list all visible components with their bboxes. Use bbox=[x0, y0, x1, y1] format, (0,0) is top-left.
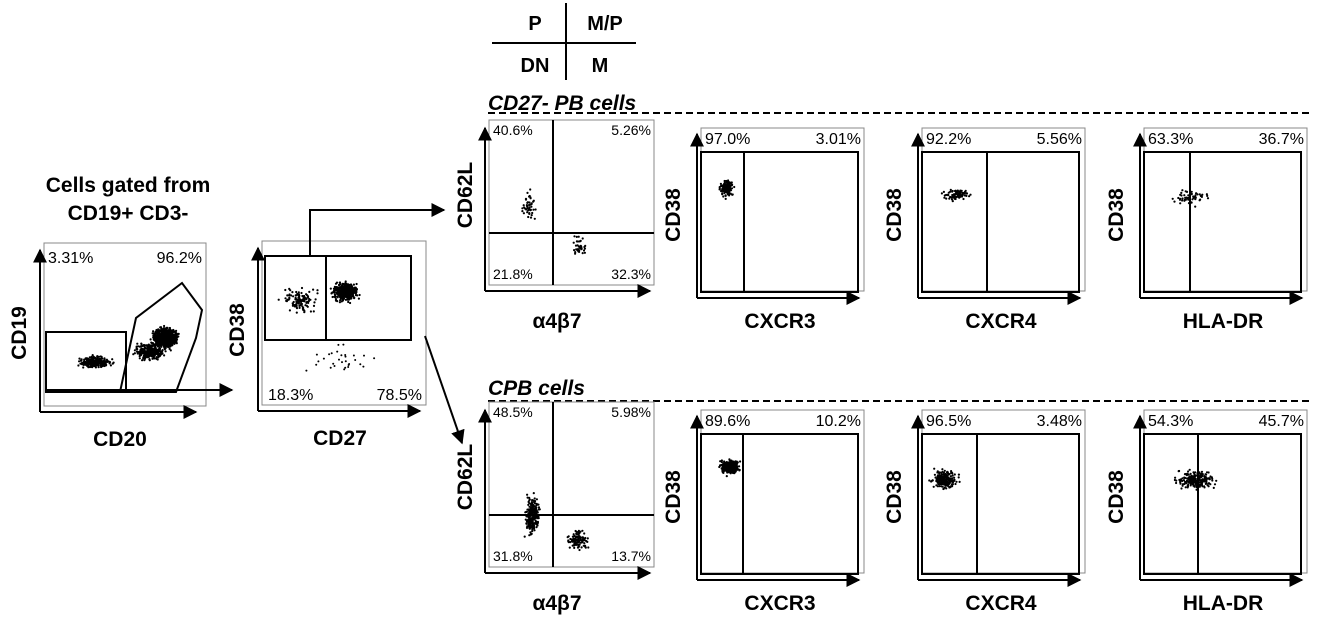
legend-p: P bbox=[528, 13, 541, 35]
dot-cloud bbox=[521, 188, 587, 255]
x-axis-label: α4β7 bbox=[532, 592, 581, 615]
pct-right: 3.01% bbox=[816, 131, 861, 148]
y-axis-label: CD38 bbox=[662, 470, 685, 524]
gate-plot-cd38-cxcr4: 92.2% 5.56% CXCR4 CD38 bbox=[883, 127, 1086, 333]
gate-plot-cd38-cxcr4: 96.5% 3.48% CXCR4 CD38 bbox=[883, 409, 1086, 615]
section-cd27-pb-cells: CD27- PB cells 40.6% 5.26% 21.8% 32.3% α4β7 CD… bbox=[454, 92, 1310, 333]
dot-cloud bbox=[523, 492, 590, 552]
pct-right: 5.56% bbox=[1037, 131, 1082, 148]
quadrant-plot-cd62l-a4b7: 48.5% 5.98% 31.8% 13.7% α4β7 CD62L bbox=[454, 401, 655, 615]
pct-right: 10.2% bbox=[816, 413, 861, 430]
y-axis-label: CD38 bbox=[662, 188, 685, 242]
pct-right: 36.7% bbox=[1259, 131, 1304, 148]
dot-cloud bbox=[277, 280, 376, 372]
gating-header-line2: CD19+ CD3- bbox=[68, 202, 189, 225]
pct-top-left: 48.5% bbox=[493, 404, 533, 420]
quadrant-plot-cd62l-a4b7: 40.6% 5.26% 21.8% 32.3% α4β7 CD62L bbox=[454, 119, 655, 333]
pct-left: 89.6% bbox=[705, 413, 750, 430]
x-axis-label: α4β7 bbox=[532, 310, 581, 333]
gate-cd38-high bbox=[264, 255, 412, 341]
pct-left: 18.3% bbox=[268, 387, 313, 404]
x-axis-label: CXCR4 bbox=[965, 592, 1037, 615]
pct-bottom-right: 32.3% bbox=[611, 266, 651, 282]
pct-top-right: 5.26% bbox=[611, 122, 651, 138]
x-axis-label: CD27 bbox=[313, 427, 367, 450]
section-cpb-cells: CPB cells 48.5% 5.98% 31.8% 13.7% α4β7 CD62L 89… bbox=[454, 377, 1310, 615]
gate-plot-cd38-hla-dr: 54.3% 45.7% HLA-DR CD38 bbox=[1105, 409, 1308, 615]
pct-left: 97.0% bbox=[705, 131, 750, 148]
pct-right: 45.7% bbox=[1259, 413, 1304, 430]
gating-header-line1: Cells gated from bbox=[46, 174, 211, 197]
pct-bottom-left: 31.8% bbox=[493, 548, 533, 564]
section-title: CD27- PB cells bbox=[488, 92, 636, 115]
y-axis-label: CD38 bbox=[883, 470, 906, 524]
dot-cloud bbox=[718, 458, 742, 478]
pct-left: 63.3% bbox=[1148, 131, 1193, 148]
pct-bottom-right: 13.7% bbox=[611, 548, 651, 564]
pct-right: 78.5% bbox=[377, 387, 422, 404]
pct-left: 92.2% bbox=[926, 131, 971, 148]
pct-bottom-left: 21.8% bbox=[493, 266, 533, 282]
x-axis-label: HLA-DR bbox=[1183, 592, 1263, 615]
x-axis-label: CD20 bbox=[93, 428, 147, 451]
y-axis-label: CD38 bbox=[883, 188, 906, 242]
x-axis-label: CXCR4 bbox=[965, 310, 1037, 333]
flow-arrow-to-pb bbox=[309, 203, 446, 256]
x-axis-label: CXCR3 bbox=[744, 592, 815, 615]
quadrant-legend: P M/P DN M bbox=[492, 3, 636, 80]
flow-arrow-to-cpb bbox=[424, 335, 465, 445]
pct-right: 96.2% bbox=[157, 250, 202, 267]
y-axis-label: CD38 bbox=[1105, 470, 1128, 524]
legend-mp: M/P bbox=[587, 13, 623, 35]
dot-cloud bbox=[77, 324, 180, 369]
pct-top-right: 5.98% bbox=[611, 404, 651, 420]
pct-left: 3.31% bbox=[48, 250, 93, 267]
pct-right: 3.48% bbox=[1037, 413, 1082, 430]
x-axis-label: CXCR3 bbox=[744, 310, 815, 333]
dot-cloud bbox=[940, 188, 972, 203]
legend-m: M bbox=[592, 55, 609, 77]
pct-top-left: 40.6% bbox=[493, 122, 533, 138]
pct-left: 54.3% bbox=[1148, 413, 1193, 430]
y-axis-label: CD19 bbox=[8, 306, 31, 360]
plot-cd20-cd19: 3.31% 96.2% CD20 CD19 bbox=[8, 242, 207, 451]
pct-left: 96.5% bbox=[926, 413, 971, 430]
dot-cloud bbox=[928, 467, 961, 491]
plot-cd27-cd38: 18.3% 78.5% CD27 CD38 bbox=[226, 240, 427, 450]
legend-dn: DN bbox=[521, 55, 550, 77]
y-axis-label: CD38 bbox=[226, 303, 249, 357]
dot-cloud bbox=[1173, 468, 1218, 491]
gate-plot-cd38-cxcr3: 89.6% 10.2% CXCR3 CD38 bbox=[662, 409, 865, 615]
gate-cd20-pos bbox=[118, 281, 204, 393]
y-axis-label: CD38 bbox=[1105, 188, 1128, 242]
section-title: CPB cells bbox=[488, 377, 585, 400]
gate-plot-cd38-cxcr3: 97.0% 3.01% CXCR3 CD38 bbox=[662, 127, 865, 333]
gate-plot-cd38-hla-dr: 63.3% 36.7% HLA-DR CD38 bbox=[1105, 127, 1308, 333]
y-axis-label: CD62L bbox=[454, 162, 477, 229]
y-axis-label: CD62L bbox=[454, 444, 477, 511]
dot-cloud bbox=[718, 179, 736, 200]
x-axis-label: HLA-DR bbox=[1183, 310, 1263, 333]
